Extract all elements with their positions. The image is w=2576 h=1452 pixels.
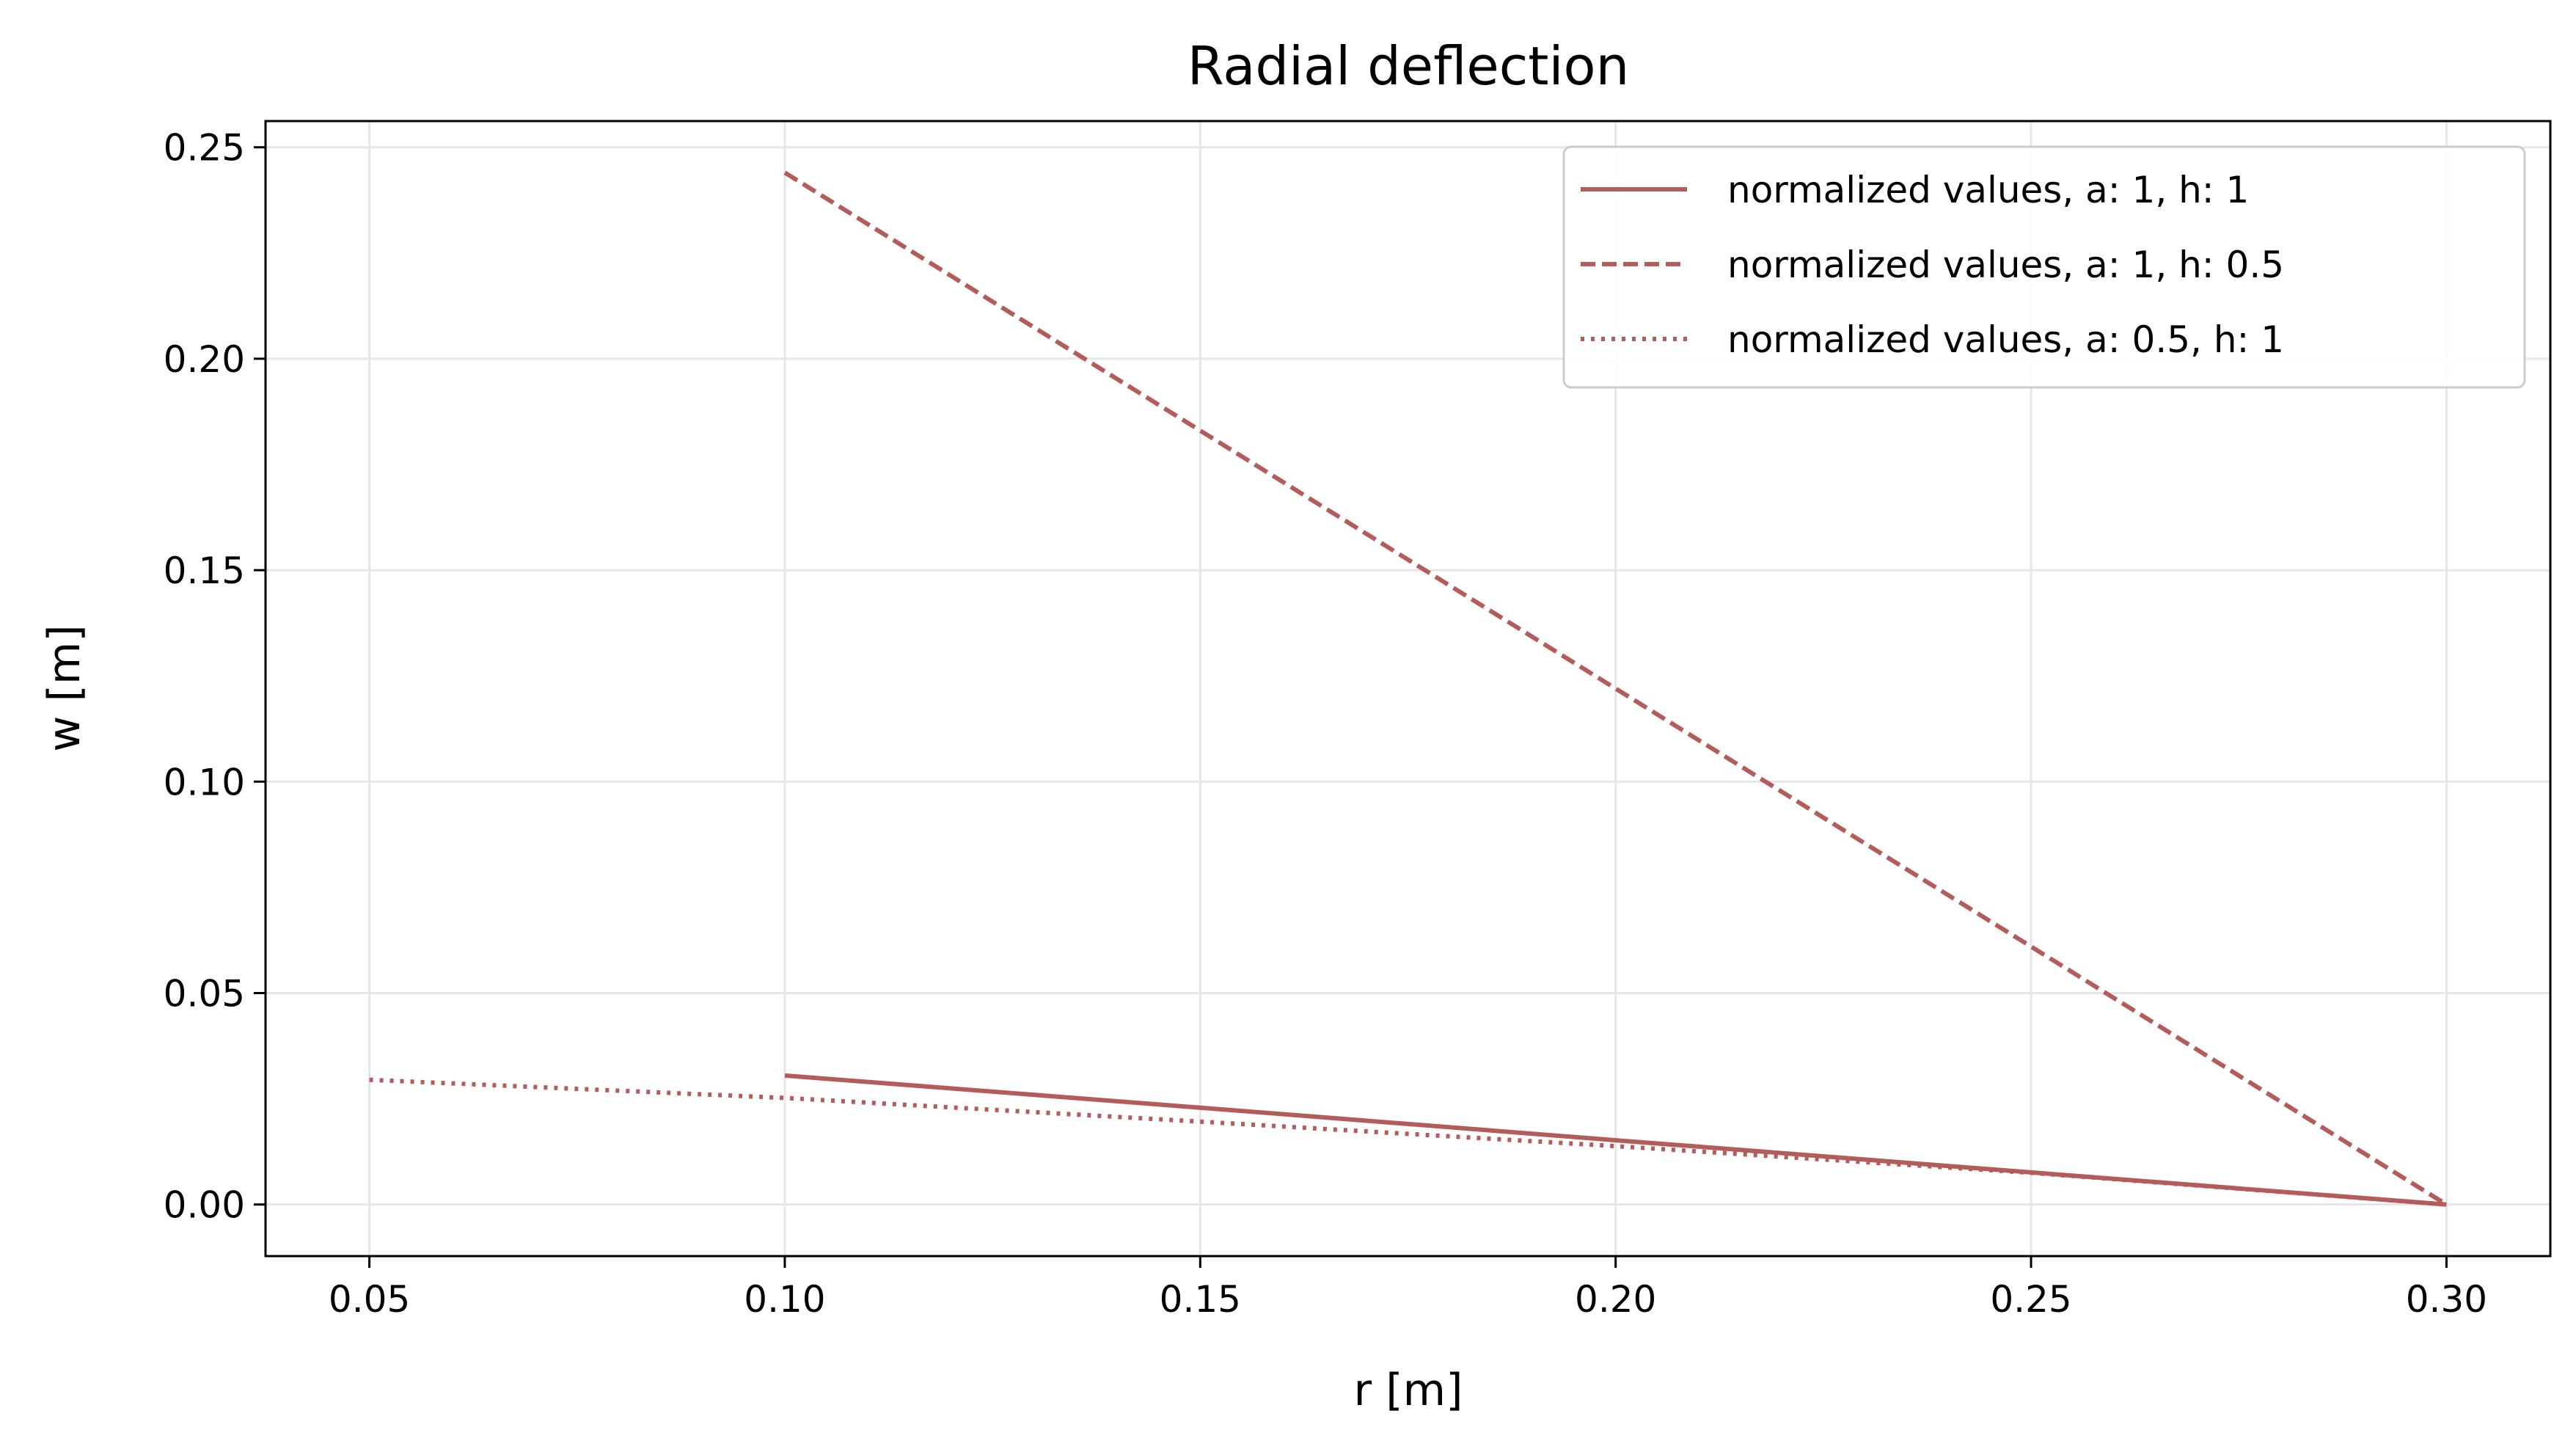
legend-label-3: normalized values, a: 0.5, h: 1 [1727,318,2284,361]
legend-label-1: normalized values, a: 1, h: 1 [1727,169,2249,211]
x-tick-label: 0.20 [1575,1278,1656,1321]
x-tick-label: 0.05 [329,1278,410,1321]
legend-box [1562,145,2526,389]
y-tick-label: 0.10 [164,761,245,803]
y-axis: 0.00 0.05 0.10 0.15 0.20 0.25 [164,127,266,1227]
y-tick-label: 0.00 [164,1184,245,1227]
y-tick-label: 0.25 [164,127,245,169]
series-line-3 [369,1077,2447,1207]
y-tick-label: 0.20 [164,338,245,381]
x-axis-label: r [m] [1353,1365,1463,1416]
legend: normalized values, a: 1, h: 1 normalized … [1562,145,2526,389]
series-layer [369,170,2448,1207]
y-axis-label: w [m] [39,624,90,751]
chart-title: Radial deflection [1188,35,1629,97]
x-tick-label: 0.25 [1990,1278,2071,1321]
x-tick-label: 0.30 [2406,1278,2487,1321]
legend-label-2: normalized values, a: 1, h: 0.5 [1727,244,2284,286]
series-line-2 [783,170,2448,1207]
y-tick-label: 0.05 [164,972,245,1015]
series-line-1 [784,1073,2447,1207]
plot-frame [264,120,2552,1258]
x-axis: 0.05 0.10 0.15 0.20 0.25 0.30 [329,1256,2487,1321]
y-tick-label: 0.15 [164,550,245,592]
x-tick-label: 0.15 [1160,1278,1241,1321]
x-tick-label: 0.10 [744,1278,825,1321]
